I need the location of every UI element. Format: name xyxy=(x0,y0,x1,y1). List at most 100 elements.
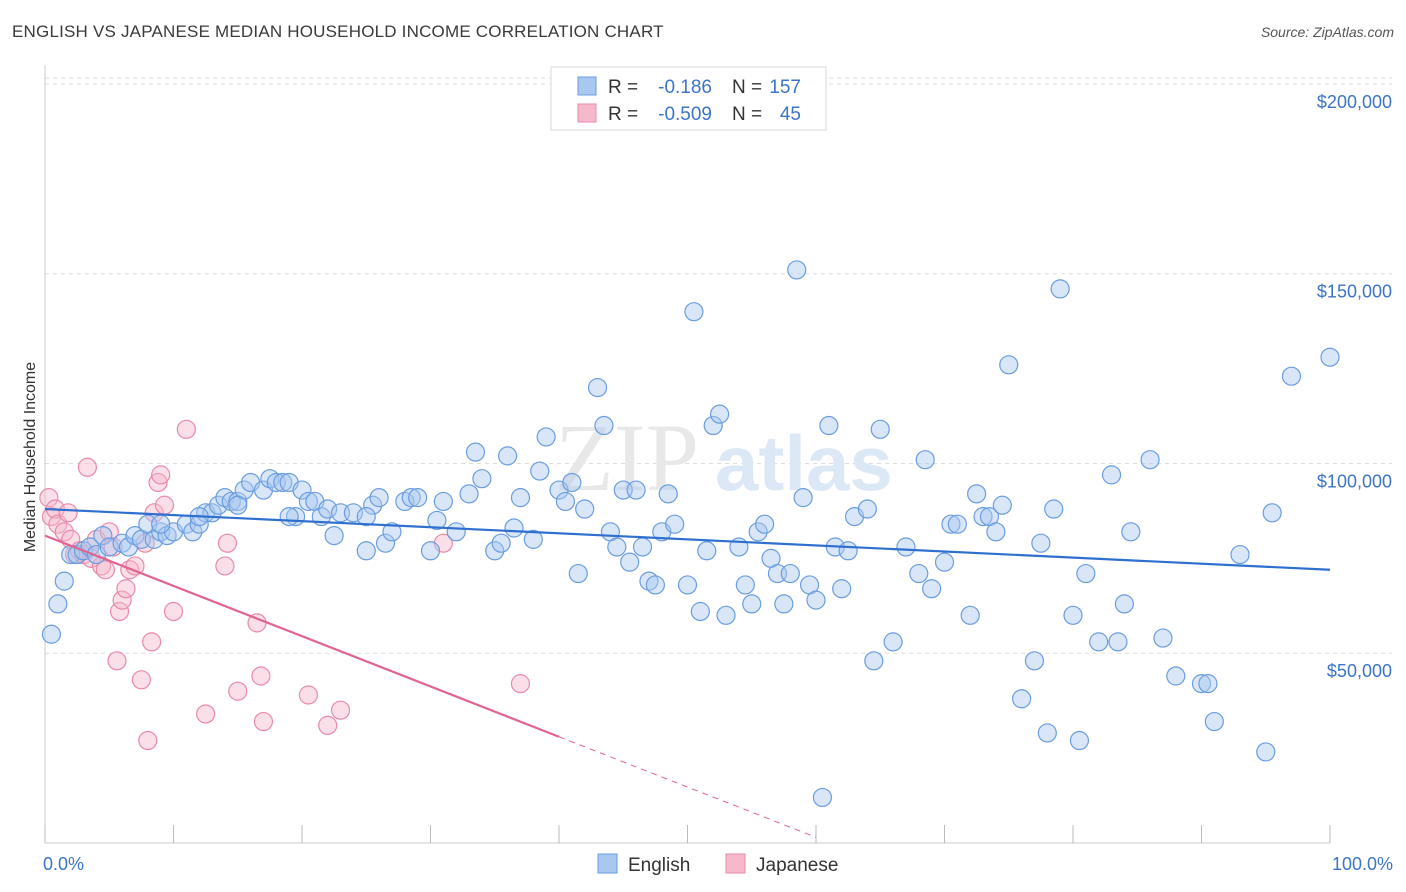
japanese-point xyxy=(318,715,338,735)
japanese-point xyxy=(148,472,168,493)
english-point xyxy=(491,533,511,553)
source-label: Source: ZipAtlas.com xyxy=(1260,24,1394,40)
english-point xyxy=(697,541,717,561)
english-point xyxy=(465,442,486,462)
japanese-point xyxy=(131,670,151,690)
legend-box: R = -0.186 N = 157 R = -0.509 N = 45 xyxy=(550,66,827,131)
english-point xyxy=(369,488,389,508)
english-point xyxy=(780,563,800,584)
y-axis-title: Median Household Income xyxy=(22,362,39,552)
japanese-point xyxy=(138,730,158,751)
legend-english-n-value: 157 xyxy=(769,77,801,98)
japanese-point xyxy=(125,556,145,576)
english-point xyxy=(382,522,402,542)
english-point xyxy=(742,594,762,614)
legend-english-r-value: -0.186 xyxy=(658,77,712,98)
legend-english-n-label: N = xyxy=(732,77,762,98)
legend-japanese-n-label: N = xyxy=(732,104,762,125)
english-point xyxy=(819,415,839,436)
english-point xyxy=(375,533,396,553)
english-point xyxy=(774,594,794,614)
english-point xyxy=(947,514,967,534)
japanese-point xyxy=(58,503,78,523)
english-point xyxy=(427,510,447,531)
bottom-legend-english-swatch xyxy=(597,853,618,874)
english-point xyxy=(1076,563,1096,584)
english-point xyxy=(607,537,627,557)
english-point xyxy=(999,355,1019,375)
japanese-point xyxy=(163,601,184,622)
trend-lines xyxy=(44,507,1331,838)
english-point xyxy=(645,575,665,595)
english-point xyxy=(363,495,383,515)
chart-title: ENGLISH VS JAPANESE MEDIAN HOUSEHOLD INC… xyxy=(12,22,664,41)
watermark: ZIP atlas xyxy=(555,404,893,511)
legend-japanese-r-value: -0.509 xyxy=(658,104,712,125)
english-point xyxy=(523,529,543,549)
english-point xyxy=(973,507,993,527)
english-point xyxy=(703,415,723,436)
english-point xyxy=(504,518,524,538)
english-point xyxy=(1191,674,1212,694)
english-point xyxy=(626,480,646,500)
x-tick-label: 100.0% xyxy=(1332,854,1393,874)
watermark-atlas: atlas xyxy=(715,419,893,507)
english-point xyxy=(1031,533,1051,553)
english-point xyxy=(555,491,576,512)
english-point xyxy=(967,484,987,504)
japanese-point xyxy=(109,601,130,622)
english-point xyxy=(536,427,556,447)
english-point xyxy=(41,624,62,644)
japanese-trend-line xyxy=(44,534,560,738)
english-point xyxy=(151,514,171,534)
japanese-trend-extension xyxy=(558,736,817,838)
english-point xyxy=(575,499,595,519)
japanese-point xyxy=(54,522,74,542)
english-point xyxy=(665,514,685,534)
english-point xyxy=(941,514,961,534)
bottom-legend: English Japanese xyxy=(597,853,838,876)
english-point xyxy=(298,491,319,512)
english-point xyxy=(356,541,376,561)
y-tick-label: $50,000 xyxy=(1327,661,1392,681)
english-point xyxy=(420,541,441,561)
english-point xyxy=(189,514,209,534)
english-point xyxy=(587,377,608,398)
english-point xyxy=(446,522,466,542)
series-english xyxy=(41,260,1340,808)
legend-english-r-label: R = xyxy=(608,77,638,98)
english-point xyxy=(922,579,942,599)
english-point xyxy=(748,522,768,542)
english-point xyxy=(658,484,678,504)
japanese-point xyxy=(196,704,216,724)
japanese-point xyxy=(228,681,248,701)
english-point xyxy=(318,499,338,519)
y-tick-label: $200,000 xyxy=(1317,92,1392,112)
english-point xyxy=(915,450,935,470)
english-point xyxy=(408,488,428,508)
japanese-point xyxy=(510,674,531,694)
english-point xyxy=(1024,651,1045,671)
english-point xyxy=(812,787,833,808)
english-point xyxy=(934,552,955,572)
english-point xyxy=(1166,666,1186,686)
english-point xyxy=(48,594,68,614)
english-point xyxy=(870,419,890,439)
english-point xyxy=(677,575,698,595)
english-trend-line xyxy=(44,507,1331,571)
english-point xyxy=(1230,544,1250,565)
english-point xyxy=(909,563,929,584)
english-point xyxy=(1044,499,1064,519)
japanese-point xyxy=(217,533,238,553)
english-point xyxy=(228,495,248,515)
legend-english-swatch xyxy=(577,76,597,96)
tick-labels: $50,000 $100,000 $150,000 $200,000 0.0% 100.0… xyxy=(43,92,1393,874)
japanese-point xyxy=(116,579,136,599)
english-point xyxy=(530,461,550,481)
english-point xyxy=(632,537,653,557)
english-point xyxy=(1256,742,1276,762)
english-point xyxy=(1262,503,1282,523)
english-point xyxy=(1121,522,1141,542)
english-point xyxy=(1101,465,1122,485)
